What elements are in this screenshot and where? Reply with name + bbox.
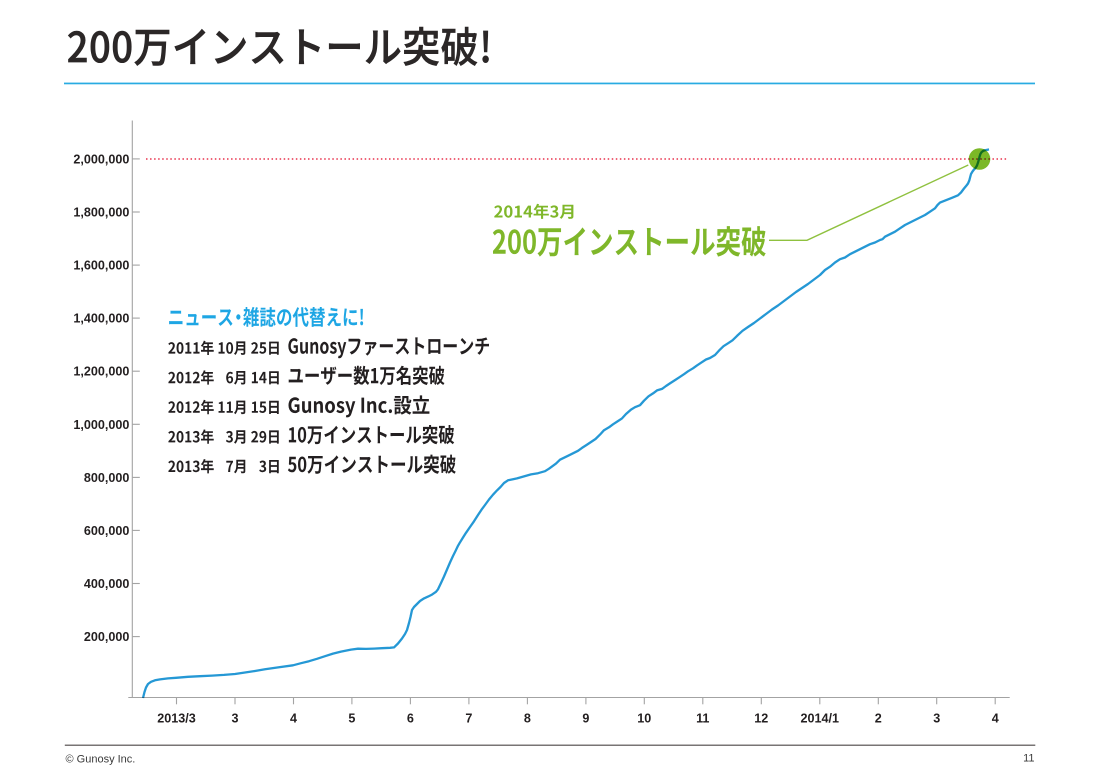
svg-text:10: 10: [637, 711, 651, 725]
svg-text:1,000,000: 1,000,000: [73, 418, 129, 432]
svg-text:3: 3: [231, 711, 238, 725]
svg-text:400,000: 400,000: [84, 577, 130, 591]
svg-text:11: 11: [696, 711, 709, 725]
svg-text:2013/3: 2013/3: [157, 711, 196, 725]
svg-text:4: 4: [290, 711, 297, 725]
svg-text:600,000: 600,000: [84, 524, 130, 538]
svg-text:8: 8: [524, 711, 531, 725]
svg-text:1,400,000: 1,400,000: [73, 312, 129, 326]
svg-text:4: 4: [992, 711, 999, 725]
svg-text:1,200,000: 1,200,000: [73, 365, 129, 379]
svg-text:2: 2: [875, 711, 882, 725]
svg-text:2,000,000: 2,000,000: [73, 152, 129, 166]
svg-text:1,800,000: 1,800,000: [73, 206, 129, 220]
svg-text:3: 3: [933, 711, 940, 725]
svg-text:5: 5: [348, 711, 355, 725]
svg-text:9: 9: [582, 711, 589, 725]
svg-text:© Gunosy Inc.: © Gunosy Inc.: [66, 754, 136, 766]
svg-text:7: 7: [465, 711, 472, 725]
svg-text:12: 12: [754, 711, 768, 725]
svg-text:11: 11: [1023, 753, 1034, 765]
svg-text:1,600,000: 1,600,000: [73, 259, 129, 273]
svg-text:6: 6: [407, 711, 414, 725]
svg-text:800,000: 800,000: [84, 471, 130, 485]
svg-text:200,000: 200,000: [84, 630, 130, 644]
svg-text:2014/1: 2014/1: [801, 711, 840, 725]
